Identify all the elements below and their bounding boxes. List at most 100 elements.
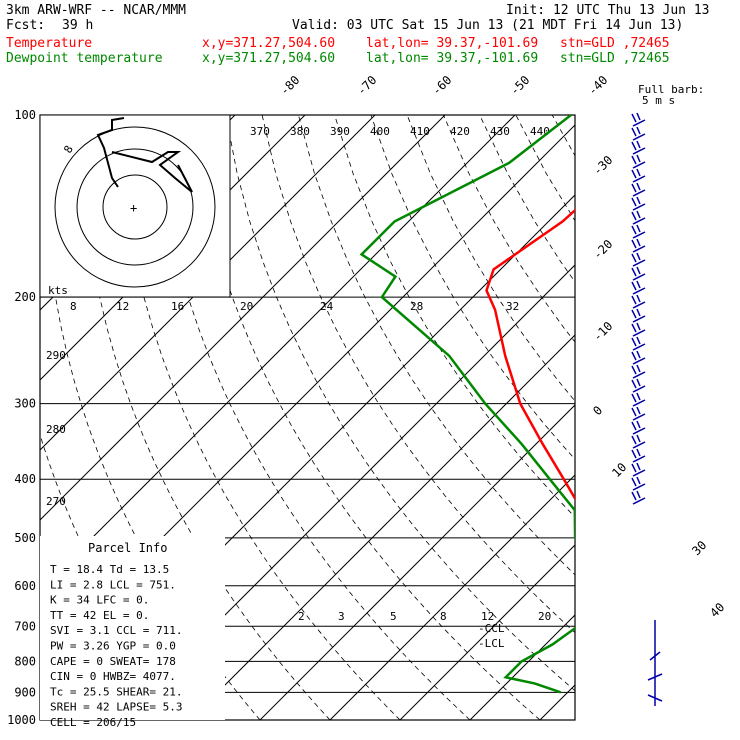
isotherm-line xyxy=(610,115,740,720)
temperature-station: stn=GLD ,72465 xyxy=(560,36,670,51)
mixing-ratio-label: 12 xyxy=(481,610,494,623)
pressure-tick-label: 900 xyxy=(14,685,36,699)
dry-adiabat xyxy=(189,115,541,720)
mixing-ratio-label: 20 xyxy=(538,610,551,623)
wind-barb xyxy=(631,406,646,421)
wind-barb xyxy=(631,182,646,197)
wind-barb xyxy=(631,224,646,239)
dry-adiabat xyxy=(406,115,575,402)
wind-barb xyxy=(631,196,646,211)
theta-label: 370 xyxy=(250,125,270,138)
dry-adiabat xyxy=(479,115,575,283)
pressure-tick-label: 100 xyxy=(14,108,36,122)
isotherm-line xyxy=(399,544,575,720)
isotherm-line xyxy=(680,115,740,720)
isotherm-label: -70 xyxy=(354,73,379,98)
wind-barb xyxy=(631,252,646,267)
parcel-info-row: TT = 42 EL = 0. xyxy=(50,609,149,622)
mixing-ratio-label: 5 xyxy=(390,610,397,623)
pressure-tick-label: 400 xyxy=(14,472,36,486)
parcel-info-row: Tc = 25.5 SHEAR= 21. xyxy=(50,685,182,698)
theta-label: 430 xyxy=(490,125,510,138)
plot-frame xyxy=(39,114,576,721)
dry-adiabat xyxy=(588,115,740,720)
isotherm-label: -20 xyxy=(590,237,615,262)
theta-label: 420 xyxy=(450,125,470,138)
parcel-info-row: SVI = 3.1 CCL = 711. xyxy=(50,624,182,637)
valid-time: Valid: 03 UTC Sat 15 Jun 13 (21 MDT Fri … xyxy=(292,18,683,33)
temperature-latlon: lat,lon= 39.37,-101.69 xyxy=(366,36,538,51)
full-barb-label: Full barb: xyxy=(638,83,704,96)
pressure-tick-label: 200 xyxy=(14,290,36,304)
parcel-info-title: Parcel Info xyxy=(88,541,167,555)
mixing-ratio-label: 2 xyxy=(298,610,305,623)
dry-adiabat xyxy=(661,115,740,720)
isotherm-line xyxy=(469,614,575,720)
hodograph-units: kts xyxy=(48,284,68,297)
parcel-info-box: Parcel Info T = 18.4 Td = 13.5 LI = 2.8 LC… xyxy=(40,536,225,729)
parcel-info-row: CAPE = 0 SWEAT= 178 xyxy=(50,655,176,668)
parcel-info-row: T = 18.4 Td = 13.5 xyxy=(50,563,169,576)
pressure-tick-label: 700 xyxy=(14,619,36,633)
pressure-axis: 100 200 300 400 500 600 700 800 900 1000 xyxy=(7,108,36,727)
isotherm-label: -80 xyxy=(277,73,302,98)
pressure-tick-label: 500 xyxy=(14,531,36,545)
isotherm-label: 10 xyxy=(609,460,629,480)
dewpoint-line xyxy=(359,115,575,694)
parcel-info-row: CIN = 0 HWBZ= 4077. xyxy=(50,670,176,683)
hodograph-speed-label: 32 xyxy=(506,300,519,313)
temperature-xy: x,y=371.27,504.60 xyxy=(202,36,335,51)
wind-barb xyxy=(631,420,646,435)
theta-left-label: 270 xyxy=(46,495,66,508)
wind-barb xyxy=(631,448,646,463)
sounding-series: -LCL -CCL xyxy=(359,115,575,694)
wind-barb xyxy=(631,238,646,253)
isotherm-line xyxy=(40,115,516,591)
isotherm-label: 0 xyxy=(590,403,605,418)
isotherm-line xyxy=(40,115,446,521)
wind-barb xyxy=(631,168,646,183)
dry-adiabat xyxy=(733,115,740,720)
theta-left-label: 280 xyxy=(46,423,66,436)
dry-adiabat xyxy=(225,115,575,692)
theta-left-label: 290 xyxy=(46,349,66,362)
pressure-tick-label: 800 xyxy=(14,654,36,668)
parcel-info-row: LI = 2.8 LCL = 751. xyxy=(50,578,176,591)
mixing-ratio-label: 3 xyxy=(338,610,345,623)
pressure-tick-label: 600 xyxy=(14,579,36,593)
isotherm-label: -30 xyxy=(590,153,615,178)
wind-barb xyxy=(631,350,646,365)
isotherm-label: -50 xyxy=(507,73,532,98)
wind-barb xyxy=(631,112,646,127)
chart-header: 3km ARW-WRF -- NCAR/MMM Init: 12 UTC Thu… xyxy=(6,3,710,107)
init-time: Init: 12 UTC Thu 13 Jun 13 xyxy=(506,3,710,18)
parcel-info-row: SREH = 42 LAPSE= 5.3 xyxy=(50,701,182,714)
isotherm-label: 40 xyxy=(707,600,727,620)
forecast-label: Fcst: xyxy=(6,18,45,33)
isotherm-label: -10 xyxy=(590,319,615,344)
dry-adiabat xyxy=(370,115,575,460)
hodograph-speed-label: 24 xyxy=(320,300,334,313)
wind-barb xyxy=(631,280,646,295)
hodograph-speed-label: 20 xyxy=(240,300,253,313)
dewpoint-xy: x,y=371.27,504.60 xyxy=(202,51,335,66)
lcl-label: -LCL xyxy=(478,637,505,650)
wind-barb-stack xyxy=(647,620,663,706)
wind-barb xyxy=(631,154,646,169)
full-barb-units: 5 m s xyxy=(642,94,675,107)
dry-adiabat xyxy=(551,115,575,157)
dewpoint-latlon: lat,lon= 39.37,-101.69 xyxy=(366,51,538,66)
wind-barb xyxy=(631,476,646,491)
model-title: 3km ARW-WRF -- NCAR/MMM xyxy=(6,3,186,18)
wind-barb xyxy=(631,308,646,323)
isotherm-label: -40 xyxy=(585,73,610,98)
hodograph-ring xyxy=(54,126,216,288)
wind-barb xyxy=(631,392,646,407)
dry-adiabat xyxy=(697,115,740,720)
dry-adiabat xyxy=(152,115,471,720)
temperature-legend: Temperature xyxy=(6,36,92,51)
dry-adiabat xyxy=(334,115,575,518)
parcel-info-bg xyxy=(40,536,225,720)
ccl-label: -CCL xyxy=(478,622,505,635)
